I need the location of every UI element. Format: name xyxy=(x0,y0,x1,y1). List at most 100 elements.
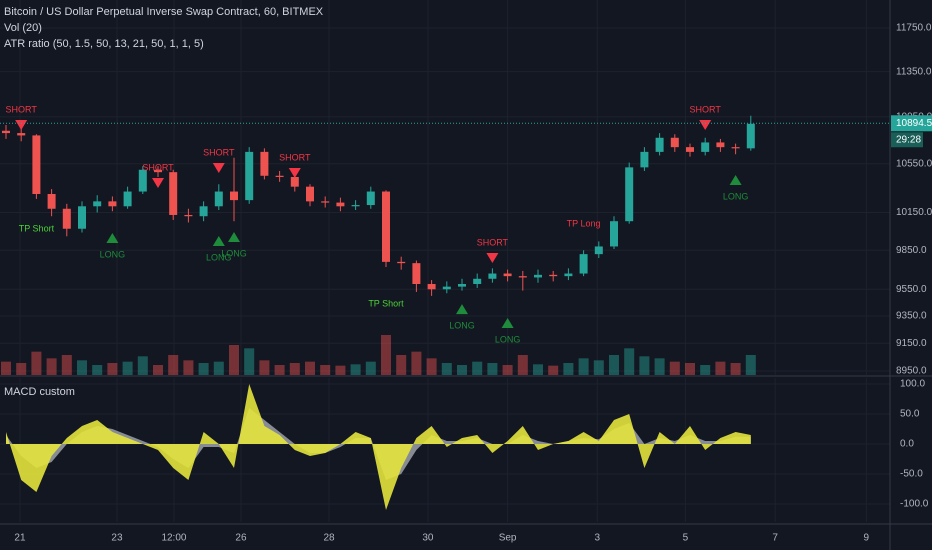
y-tick-label: 50.0 xyxy=(900,409,920,420)
countdown-box xyxy=(891,132,923,148)
candle-body xyxy=(746,123,755,149)
y-tick-label: 0.0 xyxy=(900,439,914,450)
candle-body xyxy=(306,186,314,202)
indicator-label: MACD custom xyxy=(4,386,75,398)
candle-body xyxy=(579,254,588,274)
x-tick-label: 26 xyxy=(235,533,247,544)
candle-body xyxy=(594,246,603,255)
y-tick-label: -100.0 xyxy=(900,499,929,510)
volume-bar xyxy=(122,361,133,375)
volume-bar xyxy=(365,361,376,375)
volume-bar xyxy=(533,364,543,375)
volume-bar xyxy=(730,363,741,375)
volume-bar xyxy=(77,360,87,375)
long-marker xyxy=(456,304,468,315)
short-marker xyxy=(486,253,499,264)
volume-bar xyxy=(229,345,239,375)
x-tick-label: 28 xyxy=(323,533,335,544)
signal-label: SHORT xyxy=(279,152,311,162)
candle-body xyxy=(701,142,710,152)
volume-bar xyxy=(669,361,680,375)
volume-bar xyxy=(411,351,422,375)
candle-body xyxy=(518,276,527,278)
candle-body xyxy=(336,202,345,207)
axes: 11750.011350.010950.010550.010150.09850.… xyxy=(14,23,932,544)
y-tick-label: 10550.0 xyxy=(896,158,932,169)
x-tick-label: 7 xyxy=(772,533,778,544)
volume-bar xyxy=(426,358,437,375)
short-marker xyxy=(152,178,164,189)
volume-bar xyxy=(609,355,619,375)
signal-label: SHORT xyxy=(6,104,38,114)
long-marker xyxy=(106,233,119,244)
candle-body xyxy=(731,147,740,149)
volume-bar xyxy=(654,358,665,375)
signal-label: TP Short xyxy=(368,299,404,309)
y-tick-label: 9550.0 xyxy=(896,284,927,295)
last-price-box xyxy=(891,115,932,132)
volume-bar xyxy=(457,365,467,375)
symbol-title: Bitcoin / US Dollar Perpetual Inverse Sw… xyxy=(4,6,324,18)
volume-bar xyxy=(335,365,346,375)
volume-bar xyxy=(31,351,42,375)
candle-body xyxy=(123,191,132,207)
x-tick-label: 30 xyxy=(422,533,434,544)
signal-label: LONG xyxy=(449,321,475,331)
volume-bar xyxy=(259,360,270,375)
signal-label: LONG xyxy=(206,252,232,262)
y-tick-label: 10150.0 xyxy=(896,207,932,218)
volume-bar xyxy=(92,365,103,375)
volume-bar xyxy=(213,361,224,375)
signal-label: TP Short xyxy=(19,223,55,233)
volume-bar xyxy=(153,365,163,375)
volume-bar xyxy=(685,363,695,375)
x-tick-label: 5 xyxy=(683,533,689,544)
candle-body xyxy=(245,151,254,201)
volume-bar xyxy=(715,361,726,375)
short-marker xyxy=(288,167,301,178)
candle-body xyxy=(640,151,649,168)
volume-bar xyxy=(639,356,650,375)
volume-bar xyxy=(183,360,194,375)
volume-bar xyxy=(472,361,483,375)
candle-body xyxy=(670,137,679,148)
volume-bar xyxy=(289,363,300,375)
x-tick-label: 23 xyxy=(111,533,123,544)
candle-body xyxy=(260,151,269,176)
y-tick-label: 11350.0 xyxy=(896,66,932,77)
candle-body xyxy=(93,201,102,207)
volume-bar xyxy=(745,355,756,375)
candle-body xyxy=(32,135,41,194)
volume-bar xyxy=(502,365,513,375)
macd-area xyxy=(6,384,751,510)
volume-bar xyxy=(563,363,574,375)
x-tick-label: Sep xyxy=(499,533,517,544)
candle-body xyxy=(47,193,56,209)
volume-bar xyxy=(548,365,559,375)
candle-body xyxy=(610,221,618,247)
candle-body xyxy=(184,214,193,217)
y-tick-label: 100.0 xyxy=(900,379,925,390)
candle-body xyxy=(458,284,466,287)
x-tick-label: 12:00 xyxy=(161,533,186,544)
candle-body xyxy=(427,284,436,290)
candle-body xyxy=(138,169,147,192)
volume-bar xyxy=(700,365,711,375)
last-price-label: 10894.5 xyxy=(896,118,932,129)
volume-bar xyxy=(137,356,148,375)
candle-body xyxy=(366,191,375,206)
candle-body xyxy=(108,201,117,207)
candle-body xyxy=(290,176,299,187)
volume-bar xyxy=(396,355,407,375)
signal-label: SHORT xyxy=(690,104,722,114)
candle-body xyxy=(214,191,223,207)
candle-body xyxy=(199,206,208,217)
candle-body xyxy=(488,273,497,279)
x-tick-label: 21 xyxy=(14,533,26,544)
signal-label: LONG xyxy=(723,191,749,201)
candle-body xyxy=(275,175,284,177)
volume-bar xyxy=(350,364,361,375)
volume-bar xyxy=(517,355,528,375)
candle-body xyxy=(442,286,451,290)
